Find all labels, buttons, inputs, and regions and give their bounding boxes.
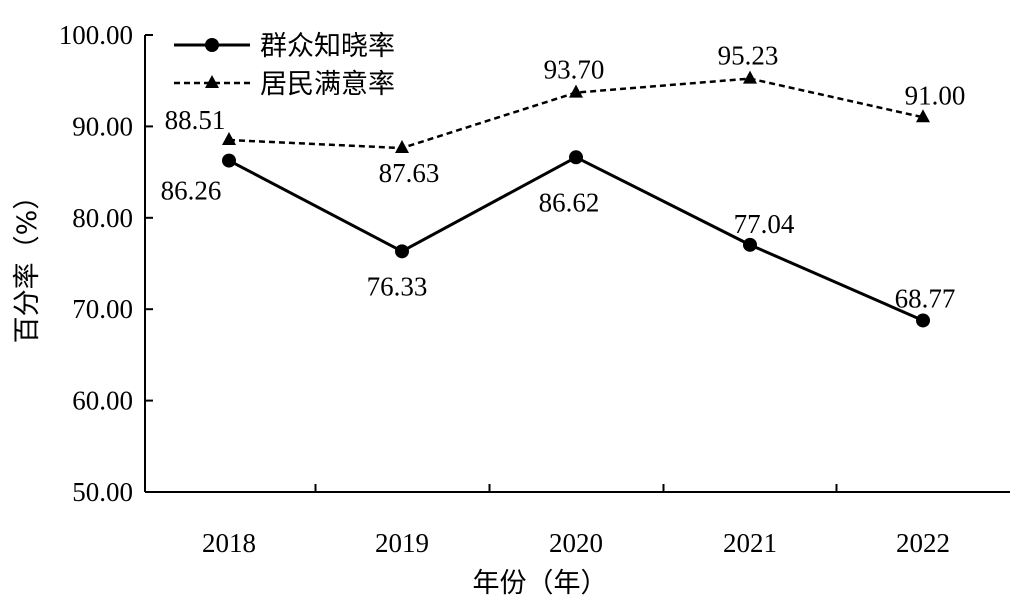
legend: 群众知晓率 居民满意率 [174,31,395,100]
data-label-awareness-2018: 86.26 [161,176,222,206]
x-tick-label: 2019 [375,528,429,558]
data-label-satisfaction-2019: 87.63 [379,158,440,188]
y-tick-label: 100.00 [59,20,133,50]
data-label-satisfaction-2022: 91.00 [905,80,966,110]
point-awareness-2018 [222,153,236,168]
y-tick-label: 90.00 [72,111,133,141]
data-label-satisfaction-2018: 88.51 [165,105,226,135]
series-layer [222,70,930,328]
data-label-awareness-2019: 76.33 [367,271,428,301]
legend-marker-circle [205,38,219,52]
data-label-awareness-2020: 86.62 [539,187,600,217]
point-satisfaction-2022 [916,109,930,123]
point-awareness-2019 [395,244,409,259]
point-satisfaction-2019 [395,140,409,154]
x-ticks: 2018 2019 2020 2021 2022 [202,484,950,558]
data-label-satisfaction-2020: 93.70 [544,55,605,85]
x-axis-title: 年份（年） [473,568,608,599]
data-label-awareness-2022: 68.77 [895,283,956,313]
y-tick-label: 70.00 [72,294,133,324]
point-satisfaction-2018 [222,132,236,146]
legend-label-awareness: 群众知晓率 [260,31,395,62]
legend-marker-triangle [205,75,219,88]
y-tick-label: 50.00 [72,477,133,507]
y-axis-title: 百分率（%） [12,183,43,344]
x-tick-label: 2022 [896,528,950,558]
x-tick-label: 2021 [723,528,777,558]
legend-item-awareness: 群众知晓率 [174,31,395,62]
data-labels: 86.26 76.33 86.62 77.04 68.77 88.51 87.63 93.70… [161,41,966,314]
y-tick-label: 60.00 [72,386,133,416]
axes [144,35,1010,493]
point-awareness-2020 [569,150,583,165]
y-ticks: 50.00 60.00 70.00 80.00 90.00 100.00 [59,20,153,507]
point-awareness-2021 [743,237,757,252]
data-label-satisfaction-2021: 95.23 [718,41,779,71]
legend-label-satisfaction: 居民满意率 [260,69,395,100]
point-awareness-2022 [916,313,930,328]
x-tick-label: 2020 [549,528,603,558]
y-tick-label: 80.00 [72,203,133,233]
legend-item-satisfaction: 居民满意率 [174,69,395,100]
data-label-awareness-2021: 77.04 [734,209,795,239]
point-satisfaction-2021 [743,70,757,84]
point-satisfaction-2020 [569,84,583,98]
series-line-awareness [228,155,924,322]
x-tick-label: 2018 [202,528,256,558]
